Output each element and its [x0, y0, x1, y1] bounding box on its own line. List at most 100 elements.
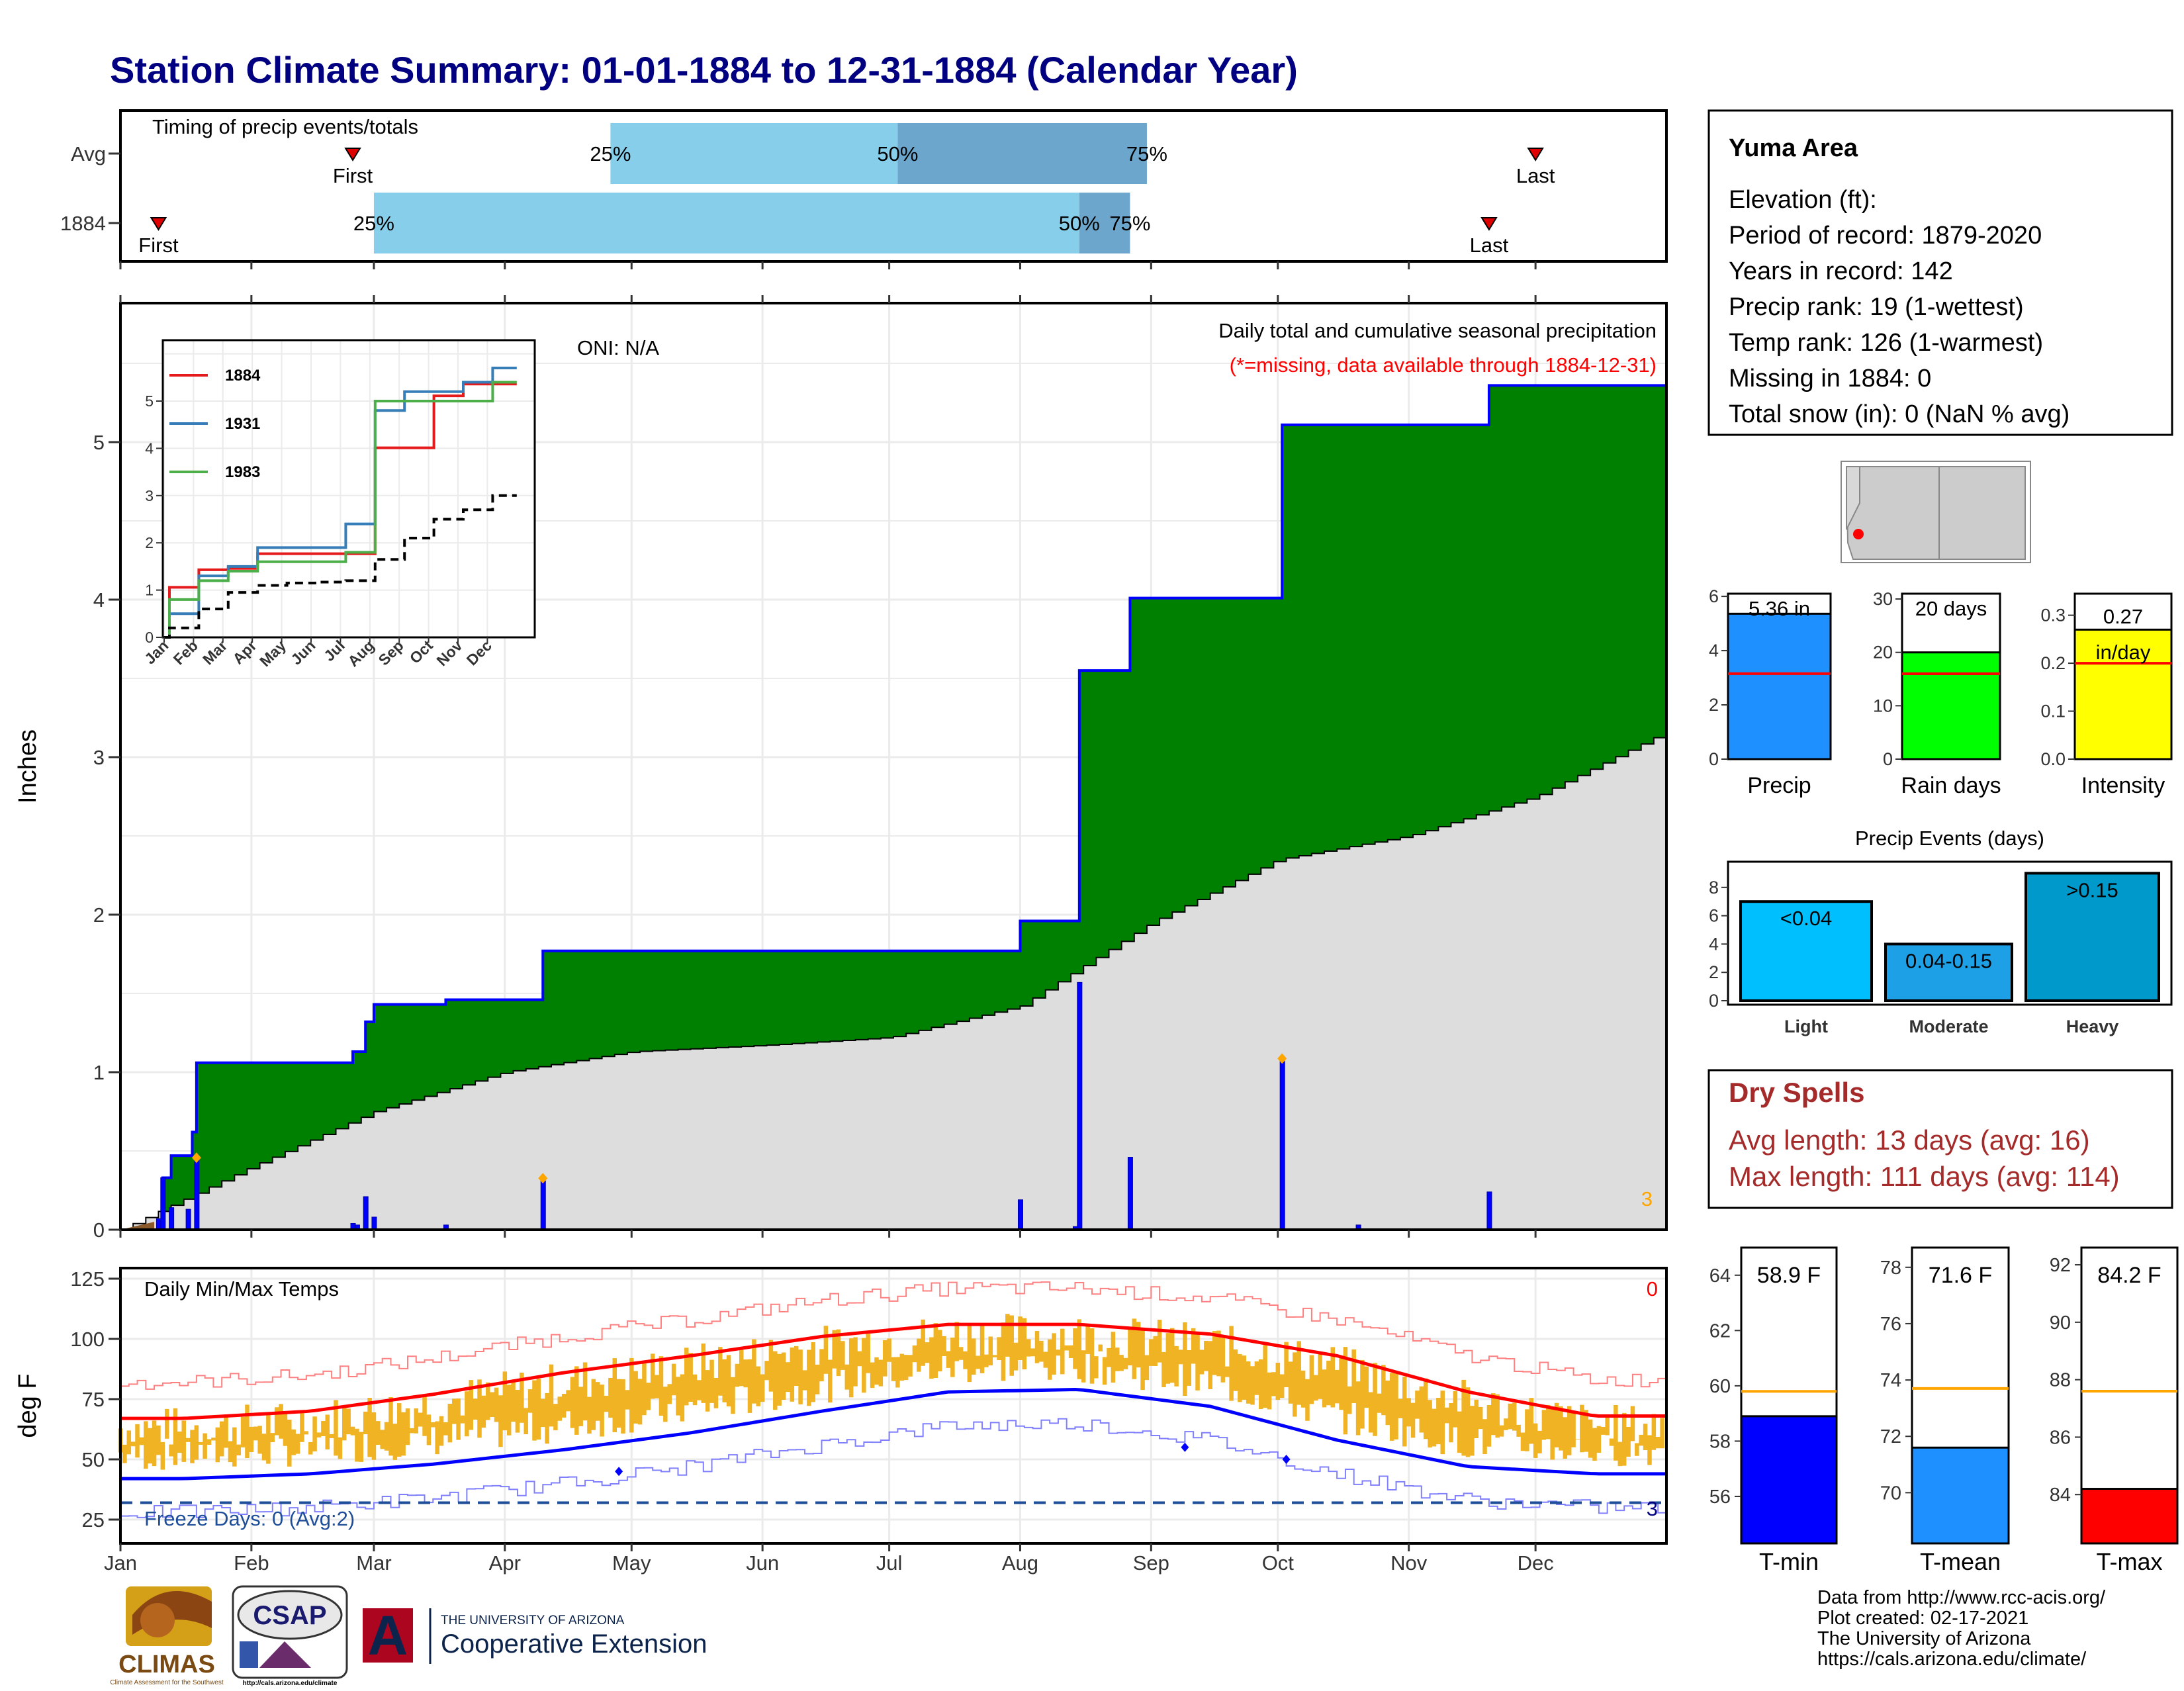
temp-y-tick-label: 75: [82, 1388, 105, 1411]
timing-row-label: 1884: [60, 212, 106, 235]
precip-panel-tick-label: 0: [1883, 749, 1893, 769]
events-bar: [1884, 942, 2013, 1003]
temp-y-tick-label: 100: [70, 1328, 105, 1351]
main-y-tick-label: 1: [93, 1061, 105, 1084]
timing-last-label: Last: [1470, 234, 1509, 257]
stats-line: Years in record: 142: [1729, 257, 1953, 285]
daily-precip-bar: [185, 1209, 191, 1230]
record-low-marker: [615, 1467, 623, 1477]
timing-bar-25-50: [610, 123, 898, 184]
temp-x-tick-label: Jul: [876, 1551, 903, 1575]
temp-panel-tick-label: 60: [1709, 1376, 1731, 1397]
stats-frame: [1707, 109, 2173, 436]
temp-panel-value: 58.9 F: [1757, 1263, 1821, 1288]
daily-precip-bar: [1279, 1060, 1285, 1230]
record-low-marker: [1181, 1442, 1189, 1452]
inset-series-line: [164, 367, 517, 639]
daily-precip-bar: [169, 1207, 175, 1230]
temp-panel-bar: [2080, 1488, 2179, 1545]
temp-y-tick-label: 25: [82, 1508, 105, 1531]
events-title: Precip Events (days): [1855, 827, 2044, 850]
record-high-line: [120, 1281, 1666, 1390]
temp-panel-tick-label: 74: [1880, 1370, 1901, 1391]
inset-legend-label: 1884: [225, 367, 261, 385]
map-state-nm: [1938, 466, 2026, 560]
timing-row-label: Avg: [71, 142, 106, 165]
main-y-tick-label: 2: [93, 903, 105, 927]
precip-panel-bar: [1727, 612, 1832, 760]
stats-line: Missing in 1884: 0: [1729, 365, 1931, 392]
events-category-label: Heavy: [2066, 1017, 2119, 1036]
timing-bar-50-75: [1079, 193, 1130, 253]
map-state-az: [1845, 466, 1940, 560]
record-marker: [538, 1173, 548, 1184]
temp-y-axis-label: deg F: [14, 1373, 42, 1438]
daily-precip-bar: [363, 1196, 369, 1230]
temp-panel-tick-label: 76: [1880, 1314, 1901, 1335]
timing-bar-50-75: [897, 123, 1147, 184]
temp-panel-label: T-mean: [1920, 1548, 2001, 1575]
timing-first-marker: [150, 217, 167, 231]
page-title: Station Climate Summary: 01-01-1884 to 1…: [110, 49, 1298, 91]
daily-precip-bar: [540, 1180, 546, 1230]
events-y-tick-label: 4: [1709, 934, 1719, 954]
precip-panel-bar: [1901, 651, 2001, 760]
stats-line: Temp rank: 126 (1-warmest): [1729, 329, 2043, 357]
temp-panel-tick-label: 70: [1880, 1483, 1901, 1504]
events-category-label: Light: [1784, 1017, 1828, 1036]
events-bar: [1739, 900, 1873, 1002]
early-area: [120, 1222, 155, 1230]
inset-series-line: [164, 383, 517, 639]
precip-panel-value: 20 days: [1915, 597, 1987, 620]
footer-credits: Data from http://www.rcc-acis.org/Plot c…: [1817, 1587, 2106, 1670]
freeze-days-label: Freeze Days: 0 (Avg:2): [144, 1507, 355, 1530]
daily-precip-bar: [160, 1177, 166, 1230]
timing-p50-label: 50%: [877, 142, 918, 165]
dry-frame: [1707, 1069, 2173, 1209]
precip-panel-value-unit: in/day: [2096, 641, 2151, 664]
inset-y-tick-label: 1: [145, 582, 154, 599]
daily-precip-bar: [371, 1216, 377, 1230]
events-bar-label: <0.04: [1780, 907, 1832, 930]
timing-p25-label: 25%: [353, 212, 394, 235]
inset-legend-label: 1983: [225, 463, 260, 481]
timing-first-label: First: [333, 164, 373, 187]
events-y-tick-label: 2: [1709, 962, 1719, 982]
daily-precip-bar: [1486, 1191, 1492, 1230]
temp-panel-label: T-max: [2096, 1548, 2162, 1575]
precip-panel-tick-label: 0.3: [2040, 606, 2066, 625]
dry-max-length: Max length: 111 days (avg: 114): [1729, 1161, 2120, 1192]
timing-last-marker: [1480, 217, 1498, 231]
main-frame: [119, 302, 1668, 1231]
events-bar: [2025, 872, 2160, 1003]
ua-small-text: THE UNIVERSITY OF ARIZONA: [441, 1614, 625, 1627]
timing-first-marker: [344, 148, 361, 161]
station-stats-box: Yuma Area Elevation (ft): Period of record…: [1707, 109, 2173, 436]
main-y-tick-label: 3: [93, 746, 105, 769]
temp-panel-tick-label: 78: [1880, 1257, 1901, 1279]
daily-precip-bar: [194, 1160, 200, 1230]
normal-high-line: [120, 1322, 1666, 1420]
temp-x-tick-label: Jan: [104, 1551, 137, 1575]
timing-bar-25-50: [373, 193, 1079, 253]
temp-panel-tick-label: 90: [2050, 1312, 2071, 1334]
temp-count-bottom: 3: [1647, 1497, 1658, 1520]
temp-panel-value: 84.2 F: [2097, 1263, 2161, 1288]
temp-panel-tick-label: 56: [1709, 1486, 1731, 1508]
inset-y-tick-label: 2: [145, 534, 154, 551]
temp-x-tick-label: Mar: [356, 1551, 391, 1575]
precip-panel-tick-label: 0.1: [2040, 702, 2066, 721]
main-annotation-missing: (*=missing, data available through 1884-…: [1230, 353, 1657, 377]
daily-temps-panel: Daily Min/Max Temps 0 3 Freeze Days: 0 (Avg…: [14, 1267, 1668, 1575]
timing-p75-label: 75%: [1126, 142, 1167, 165]
precip-panel-tick-label: 6: [1709, 586, 1719, 606]
temp-panel-tick-label: 84: [2050, 1485, 2071, 1506]
temp-panel-bar: [1911, 1446, 2010, 1545]
temp-panel-tick-label: 92: [2050, 1255, 2071, 1276]
timing-p50-label: 50%: [1059, 212, 1100, 235]
temp-frame: [119, 1267, 1668, 1545]
main-y-tick-label: 5: [93, 431, 105, 454]
temp-panel-tick-label: 62: [1709, 1320, 1731, 1342]
